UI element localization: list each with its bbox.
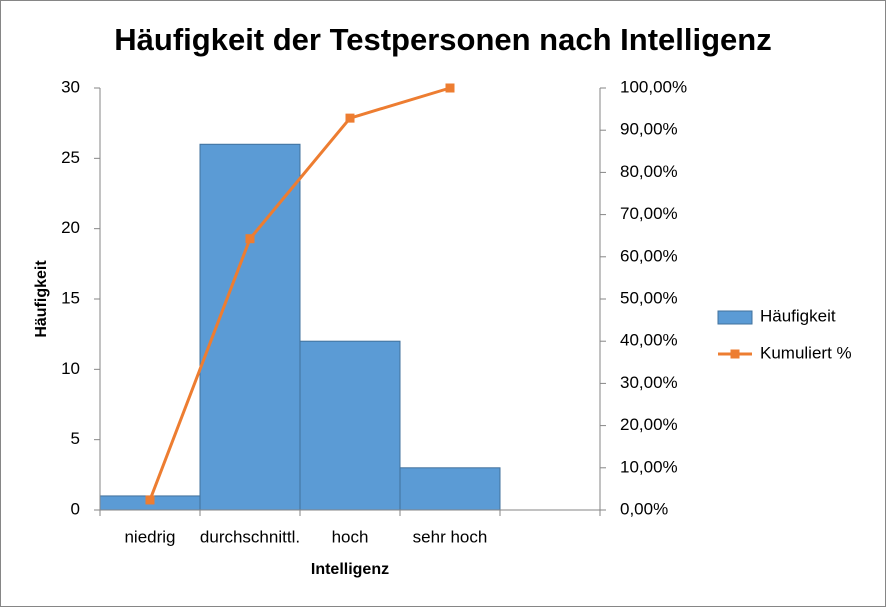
- bar: [299, 340, 401, 511]
- y2-tick-label: 70,00%: [620, 204, 678, 223]
- y-tick-label: 30: [61, 77, 80, 96]
- y2-tick-label: 40,00%: [620, 331, 678, 350]
- x-tick-label: durchschnittl.: [200, 527, 300, 546]
- y2-tick-label: 30,00%: [620, 373, 678, 392]
- y-tick-label: 10: [61, 359, 80, 378]
- y2-tick-label: 60,00%: [620, 246, 678, 265]
- x-tick-label: niedrig: [124, 527, 175, 546]
- y2-tick-label: 80,00%: [620, 162, 678, 181]
- y-tick-label: 0: [71, 499, 80, 518]
- y2-tick-label: 20,00%: [620, 415, 678, 434]
- y-tick-label: 15: [61, 288, 80, 307]
- line-marker: [345, 113, 355, 123]
- x-tick-label: hoch: [332, 527, 369, 546]
- legend-label: Kumuliert %: [760, 343, 852, 362]
- y-tick-label: 20: [61, 218, 80, 237]
- y-tick-label: 25: [61, 148, 80, 167]
- legend-key: [717, 310, 753, 325]
- legend-label: Häufigkeit: [760, 306, 836, 325]
- line: [148, 86, 451, 501]
- legend-key-marker: [730, 349, 740, 359]
- line-marker: [145, 495, 155, 505]
- x-axis-title: Intelligenz: [311, 561, 389, 578]
- y2-tick-label: 100,00%: [620, 77, 687, 96]
- y-axis-title: Häufigkeit: [33, 260, 50, 338]
- y-tick-label: 5: [71, 429, 80, 448]
- x-tick-label: sehr hoch: [413, 527, 488, 546]
- line-marker: [445, 83, 455, 93]
- y2-tick-label: 50,00%: [620, 288, 678, 307]
- bar: [399, 467, 501, 511]
- y2-tick-label: 0,00%: [620, 499, 668, 518]
- line-marker: [245, 234, 255, 244]
- y2-tick-label: 90,00%: [620, 120, 678, 139]
- y2-tick-label: 10,00%: [620, 457, 678, 476]
- chart-title: Häufigkeit der Testpersonen nach Intelli…: [114, 22, 771, 57]
